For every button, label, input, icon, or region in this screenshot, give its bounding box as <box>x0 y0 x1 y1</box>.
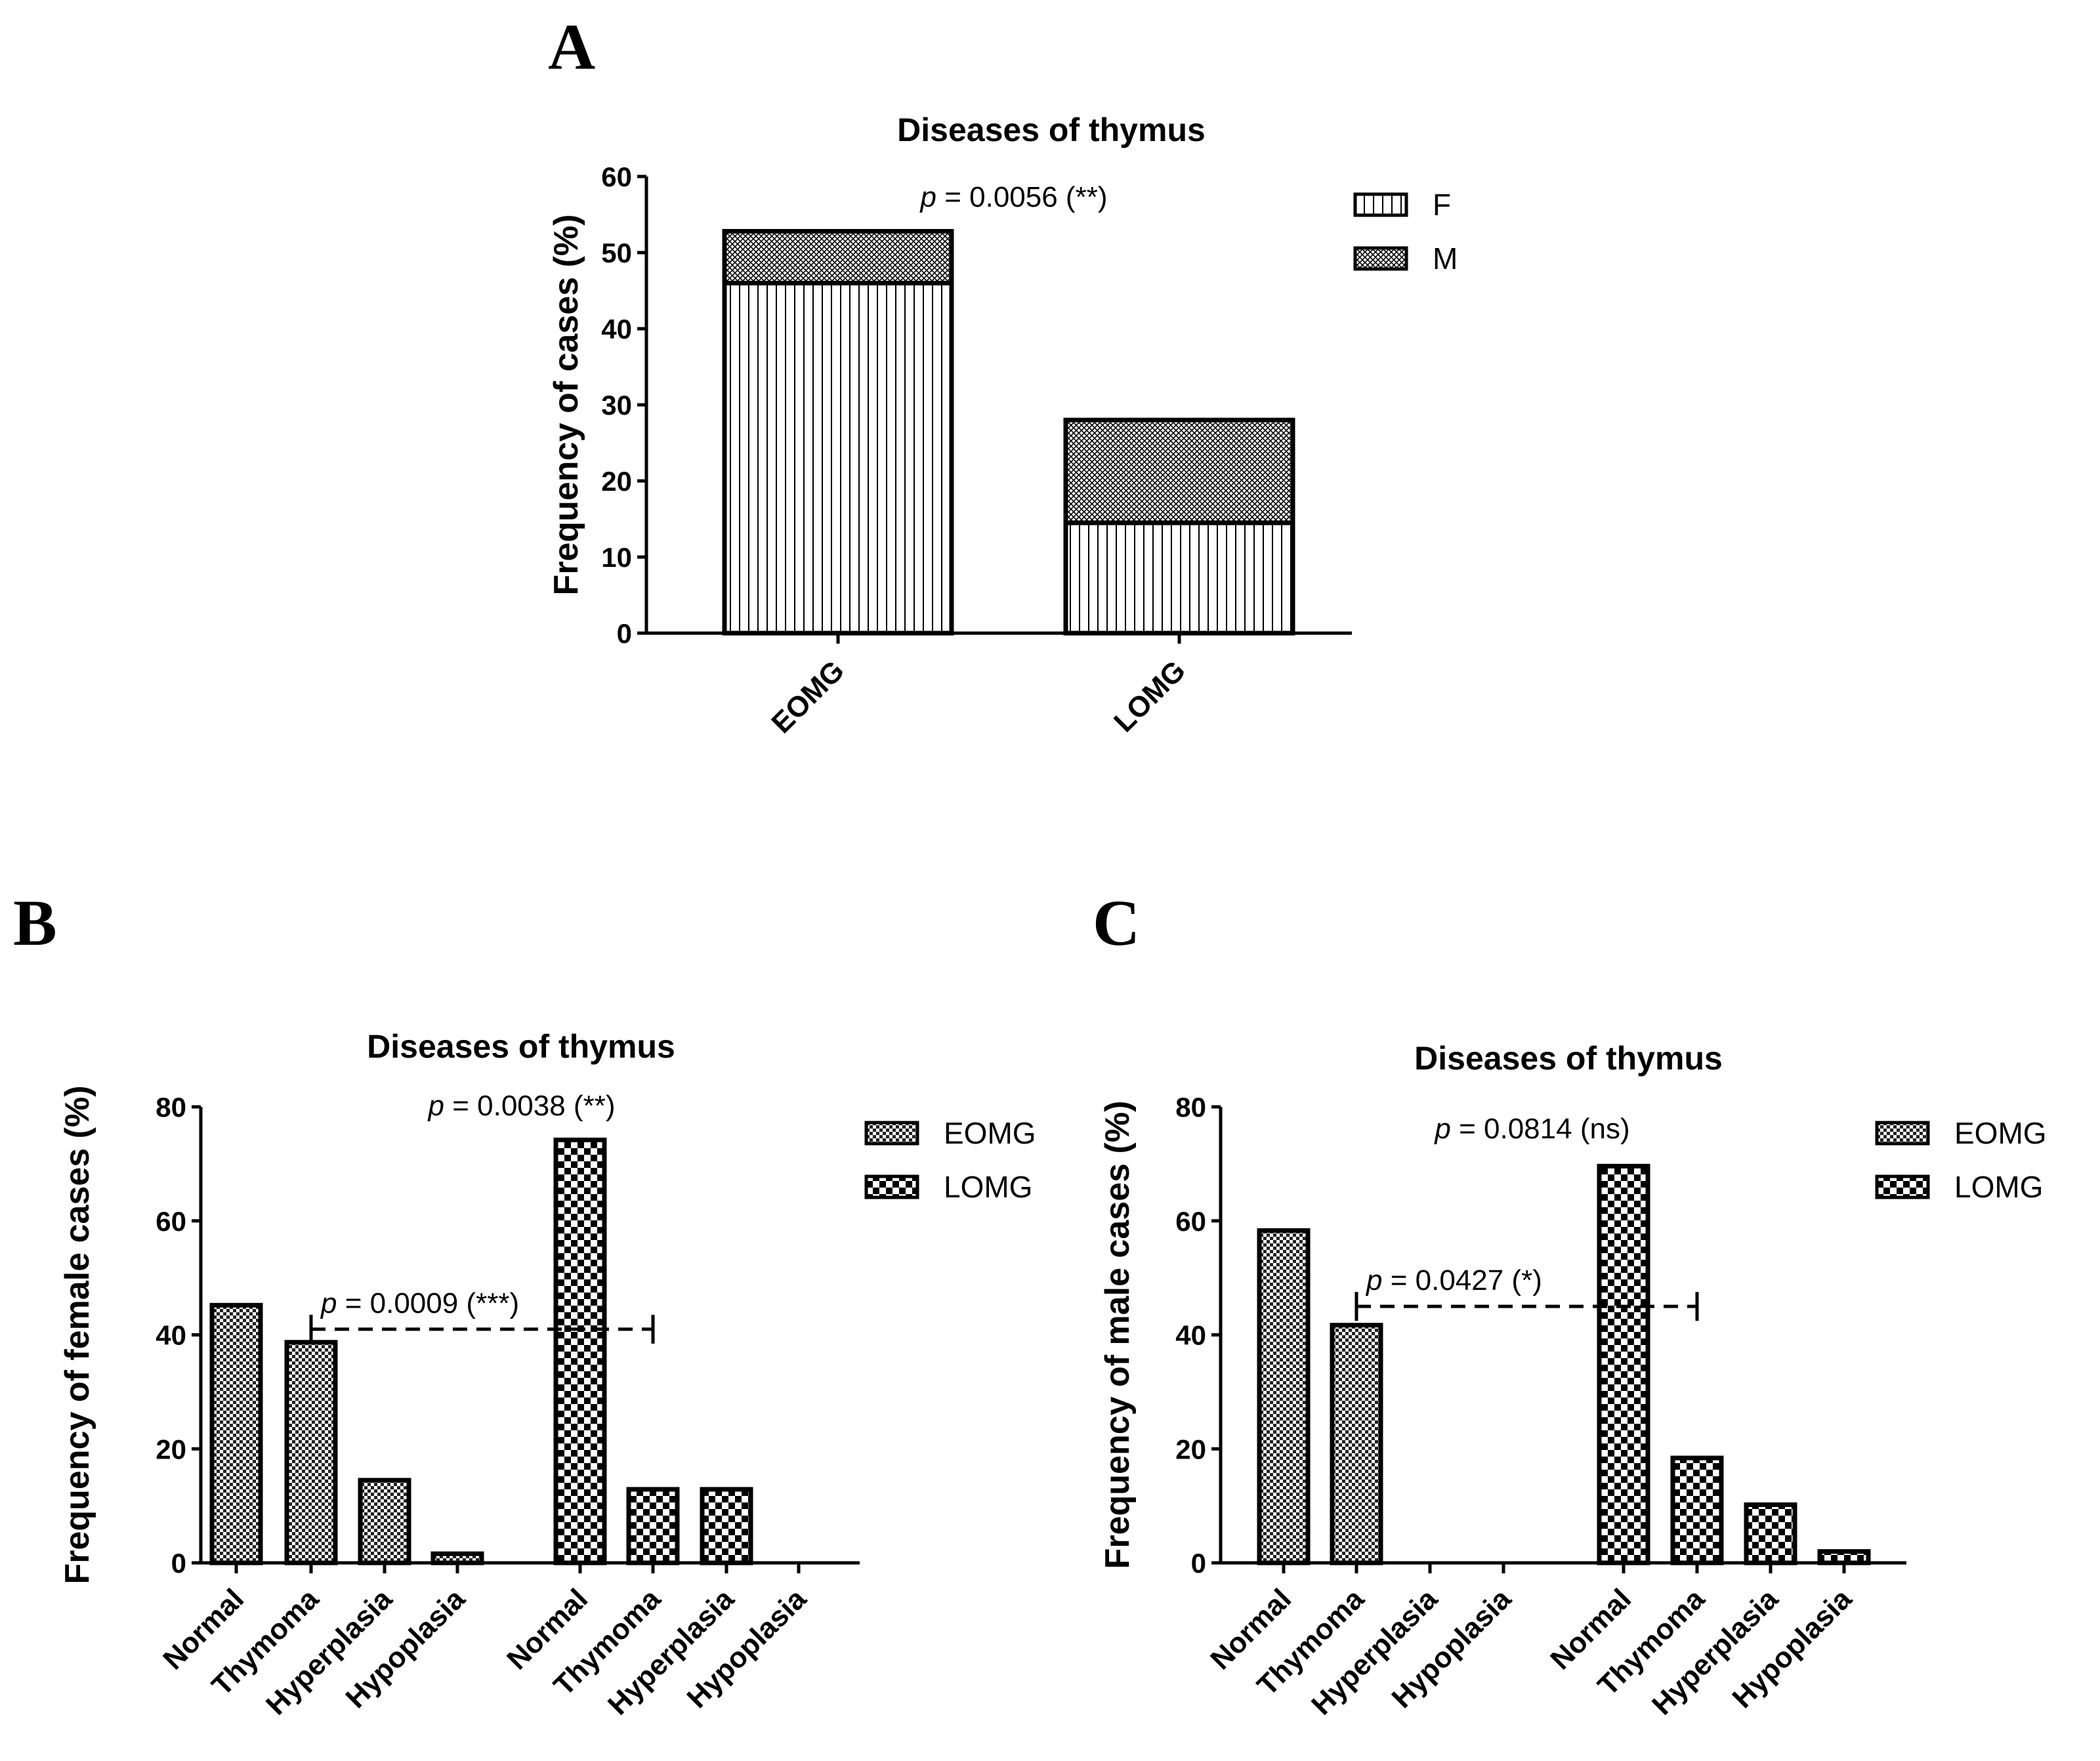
bar-lomg-hyperplasia <box>1744 1502 1797 1565</box>
y-axis-label: Frequency of male cases (%) <box>1099 1101 1137 1569</box>
y-tick-label: 50 <box>601 238 632 268</box>
y-tick-label: 80 <box>1175 1092 1206 1123</box>
y-tick-label: 60 <box>1175 1206 1206 1237</box>
p-value-annotation-thymoma: p = 0.0427 (*) <box>1365 1264 1542 1296</box>
bar-eomg-hyperplasia <box>358 1478 411 1565</box>
y-tick-label: 80 <box>156 1092 186 1123</box>
legend-swatch-lomg <box>1875 1174 1930 1199</box>
bar-lomg-m <box>1063 417 1295 526</box>
bar-lomg-normal <box>1597 1163 1650 1565</box>
chart-panel-a: Diseases of thymus Frequency of cases (%)… <box>547 112 1458 739</box>
panel-label-c: C <box>1093 886 1140 959</box>
p-value-annotation: p = 0.0056 (**) <box>919 181 1108 213</box>
y-axis-label: Frequency of female cases (%) <box>58 1085 96 1584</box>
panel-label-a: A <box>548 10 595 83</box>
y-tick-label: 40 <box>1175 1320 1206 1351</box>
y-tick-label: 30 <box>601 390 632 421</box>
chart-title: Diseases of thymus <box>367 1028 675 1065</box>
bar-lomg-hypoplasia <box>1817 1549 1871 1565</box>
y-tick-label: 0 <box>617 618 632 649</box>
legend-label-f: F <box>1433 188 1451 222</box>
y-axis-label: Frequency of cases (%) <box>547 215 585 596</box>
bar-eomg-hypoplasia <box>430 1551 484 1565</box>
y-tick-label: 0 <box>1191 1548 1206 1579</box>
chart-title: Diseases of thymus <box>1414 1040 1723 1077</box>
chart-panel-c: Diseases of thymus Frequency of male case… <box>1099 1040 2047 1721</box>
p-value-annotation-thymoma: p = 0.0009 (***) <box>320 1287 519 1319</box>
y-tick-label: 20 <box>601 466 632 497</box>
p-value-annotation-overall: p = 0.0038 (**) <box>427 1090 616 1122</box>
bar-eomg-f <box>722 280 954 636</box>
x-tick-label-lomg: LOMG <box>1108 654 1192 738</box>
bar-eomg-thymoma <box>284 1340 338 1565</box>
y-tick-label: 60 <box>601 161 632 192</box>
legend-label-eomg: EOMG <box>1954 1116 2047 1150</box>
legend-swatch-lomg <box>864 1174 919 1199</box>
chart-panel-b: Diseases of thymus Frequency of female ca… <box>58 1028 1036 1721</box>
legend-swatch-f <box>1353 192 1408 217</box>
legend-swatch-m <box>1353 246 1408 271</box>
legend-label-eomg: EOMG <box>944 1116 1036 1150</box>
legend-swatch-eomg <box>1875 1121 1930 1146</box>
bar-lomg-hyperplasia <box>700 1487 753 1565</box>
y-tick-label: 10 <box>601 542 632 573</box>
bar-eomg-m <box>722 229 954 285</box>
y-tick-label: 0 <box>171 1548 186 1579</box>
chart-title: Diseases of thymus <box>897 112 1206 148</box>
y-tick-label: 40 <box>156 1320 186 1351</box>
y-tick-label: 40 <box>601 314 632 344</box>
bar-lomg-normal <box>553 1137 607 1565</box>
legend-label-lomg: LOMG <box>944 1170 1032 1204</box>
y-tick-label: 60 <box>156 1206 186 1237</box>
y-tick-label: 20 <box>156 1434 186 1464</box>
panel-label-b: B <box>13 886 57 959</box>
bar-lomg-f <box>1063 520 1295 636</box>
bar-lomg-thymoma <box>1670 1455 1724 1565</box>
x-tick-label-eomg: EOMG <box>765 654 850 739</box>
bar-eomg-thymoma <box>1330 1323 1383 1565</box>
y-tick-label: 20 <box>1175 1434 1206 1464</box>
bar-eomg-normal <box>209 1302 263 1565</box>
bar-lomg-thymoma <box>626 1487 680 1565</box>
legend-label-m: M <box>1433 241 1458 276</box>
p-value-annotation-overall: p = 0.0814 (ns) <box>1433 1113 1629 1145</box>
legend-swatch-eomg <box>864 1121 919 1146</box>
bar-eomg-normal <box>1257 1228 1311 1565</box>
legend-label-lomg: LOMG <box>1954 1170 2043 1204</box>
